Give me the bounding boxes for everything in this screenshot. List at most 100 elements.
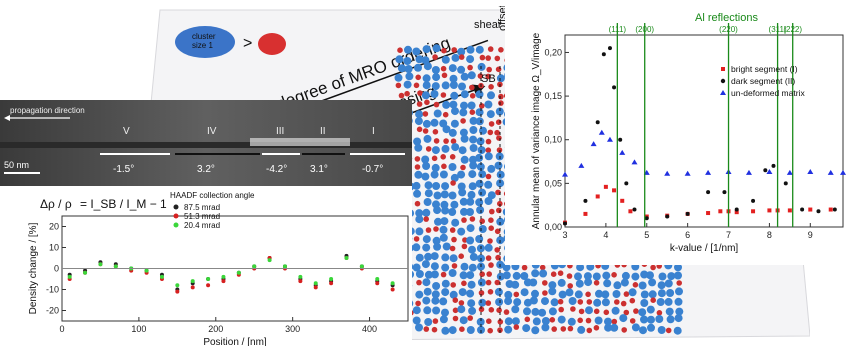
cluster-dot <box>424 252 433 261</box>
cluster-dot <box>496 272 505 281</box>
cluster-dot <box>619 314 628 323</box>
cluster-dot <box>551 326 557 332</box>
cluster-dot <box>479 54 486 61</box>
cluster-dot <box>469 135 478 144</box>
cluster-dot <box>502 263 511 272</box>
cluster-dot <box>665 327 672 334</box>
data-point <box>800 207 805 212</box>
cluster-dot <box>433 138 440 144</box>
cluster-dot <box>416 279 422 286</box>
cluster-dot <box>397 47 403 53</box>
data-point <box>83 270 88 275</box>
cluster-dot <box>604 323 613 332</box>
cluster-dot <box>423 62 432 71</box>
cluster-dot <box>629 297 636 304</box>
y-tick-label: 10 <box>49 243 59 253</box>
cluster-dot <box>442 100 451 109</box>
cluster-dot <box>496 170 505 179</box>
data-point <box>601 52 606 57</box>
data-point <box>624 181 629 186</box>
cluster-dot <box>548 287 557 296</box>
cluster-dot <box>520 288 529 297</box>
cluster-dot <box>450 173 459 182</box>
data-point <box>175 289 180 294</box>
cluster-dot <box>451 218 460 227</box>
cluster-dot <box>424 318 433 326</box>
cluster-dot <box>458 253 465 259</box>
cluster-dot <box>629 318 636 324</box>
data-point <box>763 168 768 173</box>
cluster-dot <box>439 225 448 234</box>
cluster-dot <box>422 296 431 305</box>
tem-segment-numeral: III <box>276 126 284 137</box>
legend-title: HAADF collection angle <box>170 191 255 200</box>
data-point <box>832 207 837 212</box>
cluster-dot <box>666 315 675 324</box>
cluster-dot <box>466 271 475 280</box>
legend-entry: bright segment (I) <box>731 64 798 74</box>
legend-marker <box>720 90 726 95</box>
cluster-dot <box>567 283 573 289</box>
cluster-dot <box>431 290 440 299</box>
x-axis-label: k-value / [1/nm] <box>670 243 739 254</box>
cluster-dot <box>469 126 478 134</box>
y-tick-label: 0,20 <box>544 47 562 57</box>
cluster-dot <box>495 298 504 306</box>
cluster-dot <box>498 93 504 100</box>
cluster-dot <box>478 170 487 179</box>
cluster-dot <box>440 154 447 160</box>
data-point <box>783 181 788 186</box>
cluster-dot <box>416 126 423 133</box>
data-point <box>628 209 633 214</box>
x-tick-label: 200 <box>208 324 223 334</box>
cluster-dot <box>603 309 610 316</box>
cluster-dot <box>676 280 682 286</box>
cluster-dot <box>494 287 503 296</box>
cluster-dot <box>458 82 466 91</box>
cluster-dot <box>602 271 611 280</box>
cluster-dot <box>448 269 457 277</box>
cluster-dot <box>414 117 423 126</box>
cluster-dot <box>421 155 430 164</box>
data-point <box>598 129 605 135</box>
cluster-dot <box>448 208 457 216</box>
cluster-dot <box>476 162 485 171</box>
cluster-dot <box>542 280 548 286</box>
cluster-dot <box>469 253 478 261</box>
cluster-dot <box>650 264 656 271</box>
cluster-dot <box>442 111 449 118</box>
cluster-dot <box>433 242 442 251</box>
cluster-dot <box>466 236 475 245</box>
y-tick-label: -20 <box>46 306 59 316</box>
cluster-dot <box>486 318 492 325</box>
data-point <box>827 169 834 175</box>
data-point <box>620 198 625 203</box>
cluster-dot <box>664 279 673 288</box>
cluster-dot <box>494 55 501 62</box>
cluster-dot <box>494 228 501 235</box>
cluster-dot <box>488 121 495 127</box>
cluster-dot <box>423 134 432 143</box>
data-point <box>664 170 671 176</box>
data-point <box>618 137 623 142</box>
cluster-dot <box>415 227 424 236</box>
cluster-dot <box>457 65 466 74</box>
cluster-dot <box>415 270 424 278</box>
cluster-dot <box>476 206 485 214</box>
cluster-dot <box>577 317 583 324</box>
cluster-dot <box>548 307 557 316</box>
cluster-dot <box>405 72 414 81</box>
data-point <box>751 209 756 214</box>
cluster-dot <box>466 224 475 233</box>
cluster-dot <box>567 325 574 332</box>
cluster-dot <box>485 138 492 145</box>
cluster-dot <box>487 191 496 200</box>
cluster-dot <box>423 306 432 315</box>
cluster-dot <box>439 297 448 306</box>
cluster-dot <box>487 164 496 173</box>
cluster-dot <box>485 147 492 153</box>
cluster-dot <box>443 138 449 144</box>
cluster-dot <box>495 66 502 73</box>
cluster-dot <box>497 319 504 325</box>
cluster-dot <box>423 287 432 296</box>
